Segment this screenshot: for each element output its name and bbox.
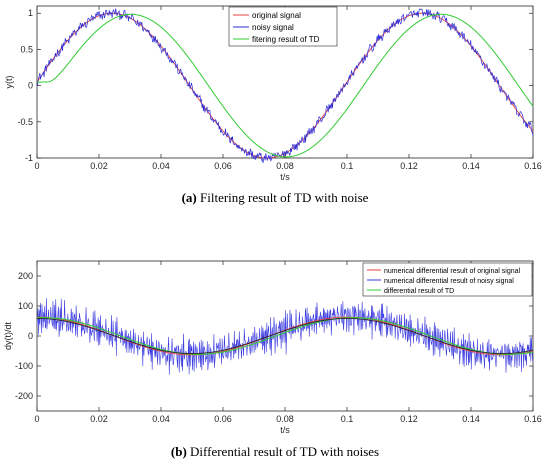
y-tick-label: -200 xyxy=(15,391,33,401)
y-axis-label-a: y(t) xyxy=(4,76,14,89)
caption-a-letter: (a) xyxy=(181,190,197,205)
caption-b-letter: (b) xyxy=(170,444,187,459)
x-tick-label: 0 xyxy=(34,161,39,171)
x-tick-label: 0.04 xyxy=(152,161,170,171)
y-tick-label: -100 xyxy=(15,361,33,371)
legend-label-noisy-diff: numerical differential result of noisy s… xyxy=(384,278,514,285)
legend-label-td: fitering result of TD xyxy=(252,35,320,44)
axis-ticks-a: 0 0.02 0.04 0.06 0.08 0.1 0.12 0.14 0.16 -1 -0.5 0 0… xyxy=(17,6,542,171)
x-tick-label: 0.16 xyxy=(524,414,542,424)
x-tick-label: 0.02 xyxy=(90,414,108,424)
chart-panel-b: 0 0.02 0.04 0.06 0.08 0.1 0.12 0.14 0.16 -200 -100… xyxy=(3,260,542,435)
legend-label-td-diff: differential result of TD xyxy=(384,288,454,295)
caption-a: (a) Filtering result of TD with noise xyxy=(0,190,550,206)
chart-panel-a: 0 0.02 0.04 0.06 0.08 0.1 0.12 0.14 0.16 -1 -0.5 0 0… xyxy=(4,5,542,182)
series-lines-b xyxy=(36,298,534,375)
x-tick-label: 0.04 xyxy=(152,414,170,424)
y-tick-label: 1 xyxy=(28,8,33,18)
axis-ticks-b: 0 0.02 0.04 0.06 0.08 0.1 0.12 0.14 0.16 -200 -100… xyxy=(15,261,542,424)
y-tick-label: 100 xyxy=(18,301,33,311)
legend-a: original signal noisy signal fitering re… xyxy=(228,6,338,47)
x-tick-label: 0.08 xyxy=(276,161,294,171)
y-tick-label: -1 xyxy=(25,153,33,163)
legend-box-b xyxy=(362,262,533,297)
x-tick-label: 0.1 xyxy=(341,161,354,171)
x-tick-label: 0.12 xyxy=(400,161,418,171)
x-tick-label: 0 xyxy=(34,414,39,424)
y-tick-label: 0.5 xyxy=(20,44,33,54)
series-noisy-signal xyxy=(36,8,534,164)
legend-label-original: original signal xyxy=(252,11,301,20)
x-tick-label: 0.08 xyxy=(276,414,294,424)
y-tick-label: 0 xyxy=(28,331,33,341)
y-tick-label: 0 xyxy=(28,81,33,91)
x-tick-label: 0.02 xyxy=(90,161,108,171)
caption-b: (b) Differential result of TD with noise… xyxy=(0,444,550,460)
series-noisy-differential xyxy=(36,298,534,375)
y-axis-label-b: dy(t)/dt xyxy=(3,322,13,351)
caption-a-text: Filtering result of TD with noise xyxy=(196,190,369,205)
x-tick-label: 0.14 xyxy=(462,161,480,171)
x-tick-label: 0.14 xyxy=(462,414,480,424)
x-tick-label: 0.16 xyxy=(524,161,542,171)
series-td-differential xyxy=(37,317,534,355)
legend-label-noisy: noisy signal xyxy=(252,23,294,32)
y-tick-label: -0.5 xyxy=(17,117,33,127)
x-tick-label: 0.12 xyxy=(400,414,418,424)
series-overlap-curve xyxy=(36,318,534,354)
x-tick-label: 0.06 xyxy=(214,414,232,424)
x-axis-label-b: t/s xyxy=(280,425,290,435)
legend-b: numerical differential result of origina… xyxy=(362,262,533,297)
y-tick-label: 200 xyxy=(18,271,33,281)
x-tick-label: 0.06 xyxy=(214,161,232,171)
caption-b-text: Differential result of TD with noises xyxy=(186,444,380,459)
x-axis-label-a: t/s xyxy=(280,172,290,182)
legend-label-orig-diff: numerical differential result of origina… xyxy=(384,268,520,275)
x-tick-label: 0.1 xyxy=(341,414,354,424)
